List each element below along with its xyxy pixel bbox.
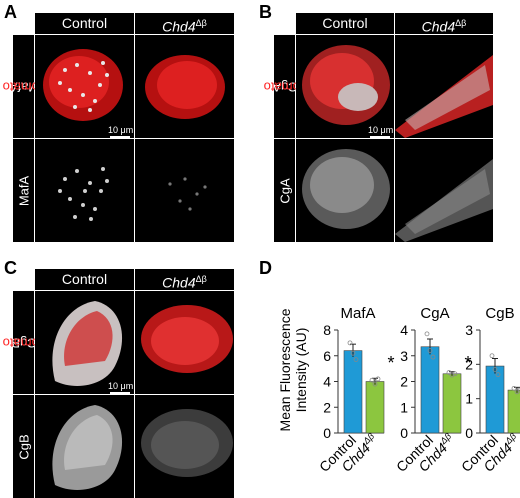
bar-chart: Mean Fluorescence Intensity (AU) MafA 0 2 4… (277, 305, 520, 475)
data-point-0-0-0 (347, 340, 353, 346)
subplot-title-2: CgB (485, 305, 514, 322)
panel-a-scale-bar (110, 136, 130, 138)
panel-b-row2-marker: CgA (277, 177, 292, 204)
panel-b-chd4-merge-image (395, 35, 493, 138)
panel-c-chd4-cgb-image (135, 395, 234, 498)
panel-b-header-chd4-text: Chd4 (421, 18, 456, 35)
panel-c-control-cgb-image (35, 395, 134, 498)
panel-a-chd4-merge-image (135, 35, 234, 138)
y-tick-label-1-0: 0 (400, 425, 408, 441)
data-point-1-0-1 (427, 348, 433, 353)
panel-b-row2-label: CgA (274, 139, 295, 242)
panel-b-scale-bar (370, 136, 390, 138)
panel-b-row1-label: CgA Tomato (263, 35, 306, 138)
data-point-2-0-2 (495, 372, 501, 378)
significance-marker-0: * (387, 353, 394, 373)
panel-a-control-merge-image (35, 35, 134, 138)
panel-b-header-chd4: Chd4Δβ (395, 13, 493, 35)
data-point-2-0-0 (489, 353, 495, 359)
panel-a-header-chd4-sup: Δβ (195, 18, 207, 28)
panel-c-header-chd4: Chd4Δβ (135, 269, 234, 291)
panel-c-row2-label: CgB (13, 395, 34, 498)
data-point-0-1-1 (372, 381, 378, 387)
panel-b-control-merge-image (296, 35, 394, 138)
y-tick-label-2-3: 3 (465, 322, 473, 338)
panel-b-header-control: Control (296, 13, 394, 34)
bar-1-0 (420, 346, 440, 434)
panel-c-row2-marker: CgB (16, 433, 31, 460)
data-point-1-0-2 (430, 354, 436, 360)
panel-c-chd4-merge-image (135, 291, 234, 394)
panel-a-header-chd4: Chd4Δβ (135, 13, 234, 35)
data-point-1-1-2 (452, 371, 458, 377)
panel-c-header-control: Control (35, 269, 134, 290)
data-point-0-1-0 (369, 377, 375, 383)
chart-ylabel-line2: Intensity (AU) (293, 328, 309, 413)
y-tick-label-0-0: 0 (323, 425, 331, 441)
bar-0-0 (343, 350, 363, 434)
panel-b-scale-label: 10 μm (368, 125, 394, 135)
panel-a-row1-label: MafA Tomato (2, 35, 45, 138)
data-point-0-0-2 (353, 357, 359, 363)
panel-c-scale-bar (110, 392, 130, 394)
data-point-2-0-1 (492, 367, 498, 372)
data-point-0-1-2 (375, 376, 381, 382)
y-tick-label-1-2: 2 (400, 374, 408, 390)
data-point-1-0-0 (424, 331, 430, 337)
panel-a-control-mafa-image (35, 139, 134, 242)
y-tick-label-2-1: 1 (465, 391, 473, 407)
bar-1-1 (442, 373, 462, 434)
y-tick-label-2-0: 0 (465, 425, 473, 441)
data-point-1-1-1 (449, 372, 455, 378)
data-point-0-0-1 (350, 350, 356, 356)
panel-b-label: B (259, 2, 272, 22)
bar-2-1 (507, 389, 520, 434)
y-tick-label-2-2: 2 (465, 356, 473, 372)
panel-c-scale-label: 10 μm (108, 381, 134, 391)
panel-b-control-cga-image (296, 139, 394, 242)
panel-c-header-chd4-sup: Δβ (195, 274, 207, 284)
bar-2-0 (485, 365, 505, 434)
panel-b-header-chd4-sup: Δβ (455, 18, 467, 28)
panel-a-scale-label: 10 μm (108, 125, 134, 135)
y-tick-label-0-3: 6 (323, 348, 331, 364)
panel-c-row1-label: CgB Tomato (2, 291, 45, 394)
panel-d-label: D (259, 258, 272, 278)
y-tick-label-0-2: 4 (323, 374, 331, 390)
panel-a-row2-label: MafA (13, 139, 34, 242)
panel-c-control-merge-image (35, 291, 134, 394)
significance-marker-1: * (464, 353, 471, 373)
panel-a-label: A (4, 2, 17, 22)
panel-c-label: C (4, 258, 17, 278)
panel-a-chd4-mafa-image (135, 139, 234, 242)
subplot-title-0: MafA (340, 305, 375, 322)
subplot-title-1: CgA (420, 305, 449, 322)
data-point-2-1-0 (511, 385, 517, 391)
panel-a-header-chd4-text: Chd4 (162, 18, 196, 35)
panel-b-chd4-cga-image (395, 139, 493, 242)
y-tick-label-1-3: 3 (400, 348, 408, 364)
y-tick-label-0-4: 8 (323, 322, 331, 338)
y-tick-label-1-1: 1 (400, 399, 408, 415)
panel-a-header-control: Control (35, 13, 134, 34)
bar-0-1 (365, 381, 385, 434)
panel-a-row2-marker: MafA (16, 175, 31, 206)
data-point-1-1-0 (446, 370, 452, 375)
y-tick-label-0-1: 2 (323, 399, 331, 415)
y-tick-label-1-4: 4 (400, 322, 408, 338)
panel-c-header-chd4-text: Chd4 (162, 274, 196, 291)
data-point-2-1-2 (517, 387, 520, 393)
chart-ylabel-line1: Mean Fluorescence (277, 308, 293, 431)
